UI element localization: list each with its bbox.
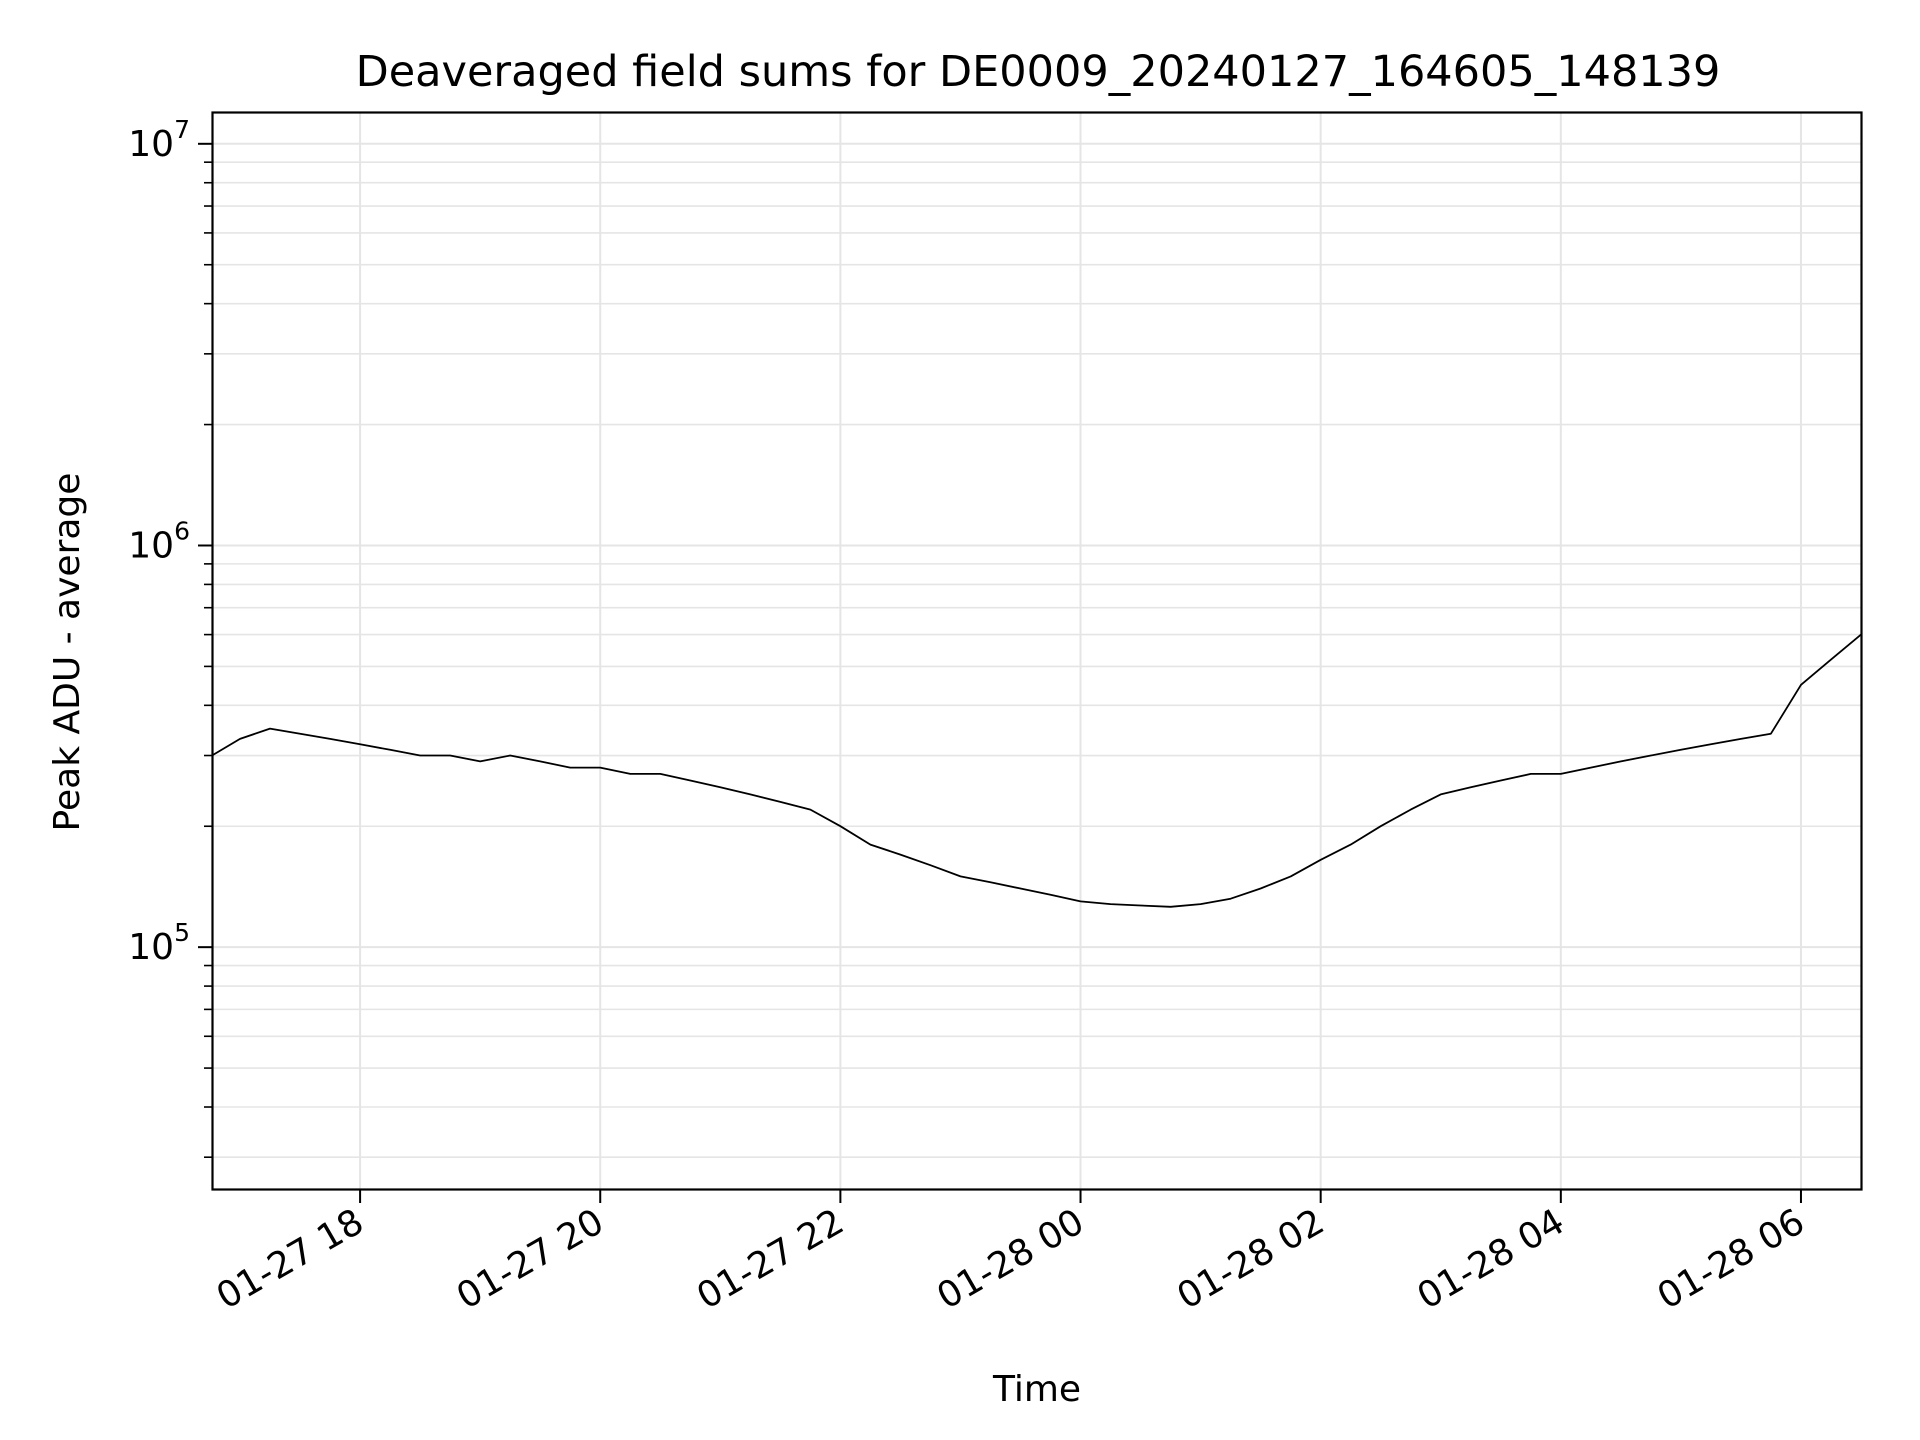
- y-tick-label: 105: [128, 918, 190, 968]
- grid: [212, 112, 1861, 1189]
- ticks: 105 106 107 01-27 18 01-27 20 01-27 22 01-28 0…: [128, 115, 1811, 1318]
- y-tick-label: 106: [128, 516, 190, 566]
- x-tick-label: 01-27 20: [450, 1201, 611, 1317]
- x-tick-label: 01-28 00: [930, 1201, 1091, 1317]
- x-tick-label: 01-27 22: [690, 1201, 851, 1317]
- x-tick-label: 01-28 06: [1651, 1201, 1812, 1317]
- series-layer: [211, 633, 1862, 908]
- x-tick-label: 01-28 04: [1411, 1201, 1572, 1317]
- y-tick-label: 107: [128, 115, 190, 165]
- x-tick-label: 01-27 18: [210, 1201, 371, 1317]
- series-line: [211, 633, 1862, 908]
- plot-frame: [211, 111, 1863, 1191]
- chart-title: Deaveraged field sums for DE0009_2024012…: [356, 47, 1721, 97]
- y-axis-label: Peak ADU - average: [47, 473, 88, 832]
- x-axis-label: Time: [992, 1369, 1081, 1410]
- x-tick-label: 01-28 02: [1170, 1201, 1331, 1317]
